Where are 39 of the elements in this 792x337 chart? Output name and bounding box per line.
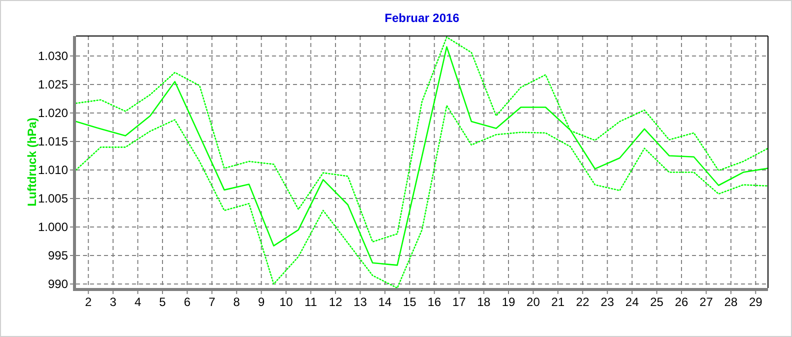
x-tick-label: 9 xyxy=(258,295,266,309)
x-tick-label: 15 xyxy=(402,295,417,309)
y-tick-label: 995 xyxy=(48,248,68,262)
x-tick-label: 2 xyxy=(85,295,92,309)
y-axis-title: Luftdruck (hPa) xyxy=(25,118,39,206)
x-tick-label: 8 xyxy=(233,295,240,309)
y-tick-label: 1.025 xyxy=(38,77,68,92)
x-tick-label: 13 xyxy=(354,295,368,309)
x-tick-label: 28 xyxy=(724,295,738,309)
x-tick-label: 3 xyxy=(110,295,117,309)
x-tick-label: 7 xyxy=(208,295,216,309)
x-tick-label: 5 xyxy=(159,295,166,309)
y-tick-label: 1.015 xyxy=(38,134,68,148)
y-tick-label: 1.010 xyxy=(38,162,68,177)
y-tick-label: 1.020 xyxy=(38,106,68,120)
x-tick-label: 29 xyxy=(748,295,763,309)
x-tick-label: 16 xyxy=(428,295,442,309)
x-tick-label: 12 xyxy=(328,295,342,309)
x-tick-label: 20 xyxy=(526,295,540,309)
x-tick-label: 22 xyxy=(576,295,590,309)
y-tick-label: 990 xyxy=(48,277,68,292)
y-tick-label: 1.005 xyxy=(38,191,68,206)
y-tick-label: 1.000 xyxy=(38,220,68,234)
x-tick-label: 6 xyxy=(184,295,191,309)
x-tick-label: 14 xyxy=(378,295,392,309)
x-tick-label: 18 xyxy=(477,295,491,309)
x-tick-label: 21 xyxy=(551,295,565,309)
x-tick-label: 27 xyxy=(700,295,714,309)
x-tick-label: 11 xyxy=(304,295,318,309)
x-tick-label: 19 xyxy=(502,295,516,309)
x-tick-label: 10 xyxy=(279,295,294,309)
y-tick-label: 1.030 xyxy=(38,48,68,63)
x-tick-label: 23 xyxy=(600,295,614,309)
x-tick-label: 4 xyxy=(134,295,142,309)
x-tick-label: 26 xyxy=(674,295,688,309)
x-tick-label: 24 xyxy=(625,295,640,309)
x-tick-label: 17 xyxy=(452,295,466,309)
chart-title: Februar 2016 xyxy=(384,11,460,25)
x-tick-label: 25 xyxy=(650,295,664,309)
